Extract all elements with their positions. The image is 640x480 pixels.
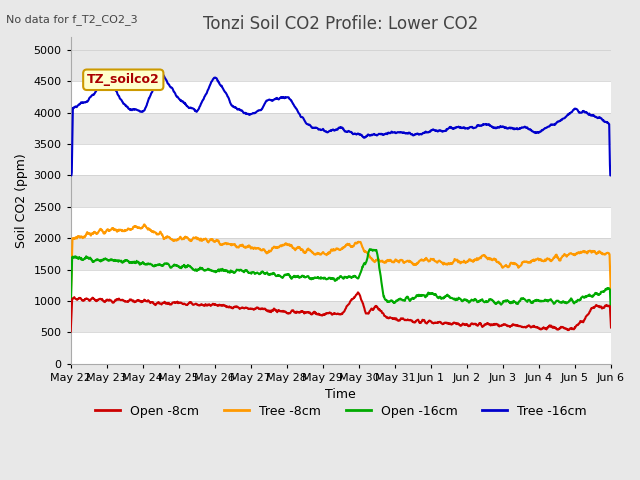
Bar bbox=[70, 301, 611, 332]
Bar bbox=[70, 175, 611, 207]
Bar bbox=[70, 81, 611, 113]
Bar bbox=[70, 50, 611, 81]
Legend: Open -8cm, Tree -8cm, Open -16cm, Tree -16cm: Open -8cm, Tree -8cm, Open -16cm, Tree -… bbox=[90, 400, 592, 423]
Text: No data for f_T2_CO2_3: No data for f_T2_CO2_3 bbox=[6, 14, 138, 25]
Bar bbox=[70, 207, 611, 238]
Bar bbox=[70, 113, 611, 144]
Bar bbox=[70, 332, 611, 364]
Bar bbox=[70, 238, 611, 270]
Bar bbox=[70, 144, 611, 175]
Title: Tonzi Soil CO2 Profile: Lower CO2: Tonzi Soil CO2 Profile: Lower CO2 bbox=[204, 15, 479, 33]
Text: TZ_soilco2: TZ_soilco2 bbox=[87, 73, 159, 86]
X-axis label: Time: Time bbox=[326, 388, 356, 401]
Bar bbox=[70, 270, 611, 301]
Y-axis label: Soil CO2 (ppm): Soil CO2 (ppm) bbox=[15, 153, 28, 248]
